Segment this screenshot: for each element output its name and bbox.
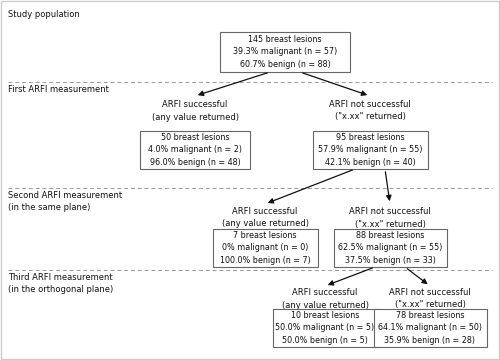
Text: ARFI successful
(any value returned): ARFI successful (any value returned) (152, 100, 238, 122)
Text: ARFI successful
(any value returned): ARFI successful (any value returned) (282, 288, 368, 310)
Text: Third ARFI measurement
(in the orthogonal plane): Third ARFI measurement (in the orthogona… (8, 273, 113, 294)
Text: Second ARFI measurement
(in the same plane): Second ARFI measurement (in the same pla… (8, 191, 122, 212)
FancyBboxPatch shape (212, 229, 318, 267)
FancyBboxPatch shape (140, 131, 250, 169)
Text: 95 breast lesions
57.9% malignant (n = 55)
42.1% benign (n = 40): 95 breast lesions 57.9% malignant (n = 5… (318, 133, 422, 167)
Text: ARFI successful
(any value returned): ARFI successful (any value returned) (222, 207, 308, 229)
Text: 78 breast lesions
64.1% malignant (n = 50)
35.9% benign (n = 28): 78 breast lesions 64.1% malignant (n = 5… (378, 311, 482, 345)
Text: 145 breast lesions
39.3% malignant (n = 57)
60.7% benign (n = 88): 145 breast lesions 39.3% malignant (n = … (233, 35, 337, 69)
FancyBboxPatch shape (220, 32, 350, 72)
Text: ARFI not successful
("x.xx" returned): ARFI not successful ("x.xx" returned) (389, 288, 471, 310)
Text: 10 breast lesions
50.0% malignant (n = 5)
50.0% benign (n = 5): 10 breast lesions 50.0% malignant (n = 5… (276, 311, 374, 345)
Text: ARFI not successful
("x.xx" returned): ARFI not successful ("x.xx" returned) (349, 207, 431, 229)
FancyBboxPatch shape (312, 131, 428, 169)
Text: 7 breast lesions
0% malignant (n = 0)
100.0% benign (n = 7): 7 breast lesions 0% malignant (n = 0) 10… (220, 231, 310, 265)
Text: 88 breast lesions
62.5% malignant (n = 55)
37.5% benign (n = 33): 88 breast lesions 62.5% malignant (n = 5… (338, 231, 442, 265)
Text: First ARFI measurement: First ARFI measurement (8, 85, 109, 94)
FancyBboxPatch shape (272, 309, 378, 347)
FancyBboxPatch shape (334, 229, 446, 267)
Text: 50 breast lesions
4.0% malignant (n = 2)
96.0% benign (n = 48): 50 breast lesions 4.0% malignant (n = 2)… (148, 133, 242, 167)
Text: ARFI not successful
("x.xx" returned): ARFI not successful ("x.xx" returned) (329, 100, 411, 122)
Text: Study population: Study population (8, 10, 80, 19)
FancyBboxPatch shape (374, 309, 486, 347)
